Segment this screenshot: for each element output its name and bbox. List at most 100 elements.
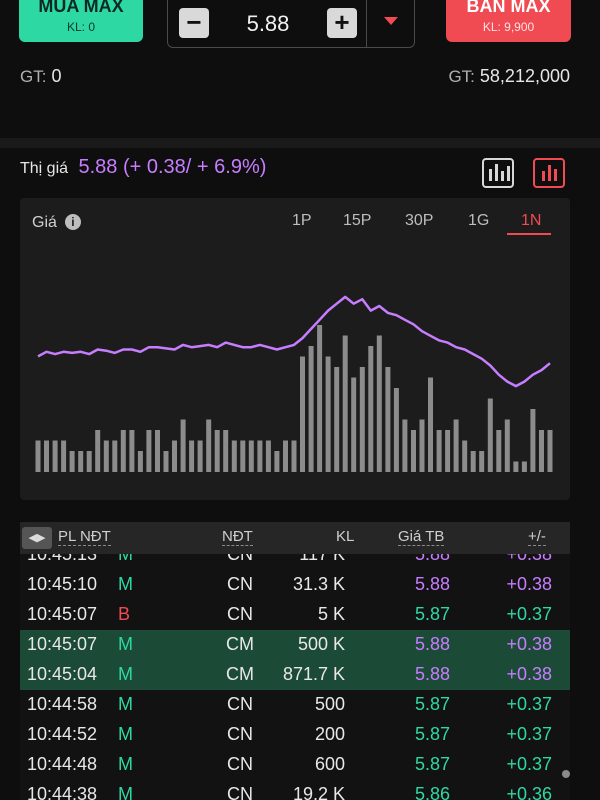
price-stepper: − 5.88 + — [167, 0, 415, 48]
volume-bar — [61, 440, 67, 472]
timeframe-30p[interactable]: 30P — [405, 212, 434, 229]
price-line — [37, 295, 551, 388]
timeframe-1g[interactable]: 1G — [468, 212, 490, 229]
timeframe-1p[interactable]: 1P — [292, 212, 312, 229]
info-icon[interactable]: i — [64, 214, 81, 230]
volume-bar — [172, 440, 177, 472]
row-time: 10:44:48 — [27, 754, 98, 774]
row-type: M — [118, 754, 133, 774]
table-row[interactable]: 10:44:38 M CN 19.2 K 5.86 +0.36 — [20, 780, 570, 800]
row-type: M — [118, 694, 133, 714]
table-row[interactable]: 10:45:07 M CM 500 K 5.88 +0.38 — [20, 630, 570, 660]
timeframe-15p[interactable]: 15P — [343, 212, 372, 229]
buy-max-volume: KL: 0 — [66, 20, 96, 34]
order-panel: MUA MAX KL: 0 − 5.88 + BÁN MAX KL: 9,900… — [0, 0, 600, 138]
row-price: 5.87 — [414, 694, 450, 714]
volume-bar — [146, 430, 152, 472]
volume-bar — [445, 430, 451, 472]
row-investor: CN — [227, 694, 253, 714]
volume-bar — [504, 419, 510, 472]
buy-value-amount: 0 — [51, 66, 62, 86]
row-change: +0.38 — [506, 574, 552, 594]
volume-bar — [436, 430, 442, 472]
caret-down-icon — [384, 17, 398, 25]
row-price: 5.88 — [414, 634, 450, 654]
header-investor-type[interactable]: PL NĐT — [58, 528, 111, 546]
chart-label: Giá i — [32, 214, 81, 232]
volume-bar — [137, 451, 143, 472]
volume-bar — [419, 419, 425, 472]
header-avg-price[interactable]: Giá TB — [398, 528, 445, 546]
header-investor[interactable]: NĐT — [222, 528, 253, 546]
timeframe-1n[interactable]: 1N — [507, 212, 552, 235]
row-type: M — [118, 784, 133, 800]
section-divider — [0, 138, 600, 148]
row-time: 10:44:52 — [27, 724, 98, 744]
table-row[interactable]: 10:44:48 M CN 600 5.87 +0.37 — [20, 750, 570, 780]
table-row[interactable]: 10:44:52 M CN 200 5.87 +0.37 — [20, 720, 570, 750]
row-type: M — [118, 634, 133, 654]
price-input[interactable]: 5.88 — [246, 11, 290, 36]
volume-bar — [521, 461, 527, 472]
buy-value-label: GT: — [20, 67, 47, 86]
increase-price-button[interactable]: + — [327, 8, 357, 38]
row-investor: CM — [226, 664, 254, 684]
row-type: M — [118, 574, 133, 594]
price-type-dropdown[interactable] — [367, 0, 415, 47]
table-row[interactable]: 10:45:04 M CM 871.7 K 5.88 +0.38 — [20, 660, 570, 690]
row-volume: 500 K — [297, 634, 345, 654]
volume-bar — [206, 419, 212, 472]
row-time: 10:44:58 — [27, 694, 98, 714]
row-volume: 5 K — [317, 604, 345, 624]
volume-bar — [180, 419, 186, 472]
row-volume: 31.3 K — [292, 574, 345, 594]
buy-max-button[interactable]: MUA MAX KL: 0 — [19, 0, 143, 42]
scroll-indicator[interactable] — [562, 770, 570, 778]
table-row[interactable]: 10:45:10 M CN 31.3 K 5.88 +0.38 — [20, 570, 570, 600]
volume-bar — [291, 440, 297, 472]
candlestick-chart-icon[interactable] — [482, 158, 514, 188]
market-price-label: Thị giá — [20, 160, 69, 177]
row-volume: 600 — [314, 754, 345, 774]
row-price: 5.87 — [414, 754, 450, 774]
market-price: Thị giá 5.88 (+ 0.38/ + 6.9%) — [20, 156, 266, 179]
volume-bar — [155, 430, 160, 472]
volume-bar — [325, 356, 331, 472]
row-investor: CN — [227, 784, 253, 800]
buy-value: GT: 0 — [20, 66, 61, 87]
row-price: 5.88 — [414, 574, 450, 594]
header-volume[interactable]: KL — [336, 528, 355, 545]
volume-bar — [265, 440, 271, 472]
row-investor: CN — [227, 604, 253, 624]
row-change: +0.37 — [506, 604, 552, 624]
row-price: 5.88 — [414, 664, 450, 684]
volume-bar — [35, 440, 41, 472]
volume-bar — [129, 430, 135, 472]
volume-bar — [95, 430, 101, 472]
bar-chart-icon[interactable] — [533, 158, 565, 188]
row-time: 10:45:07 — [27, 634, 98, 654]
decrease-price-button[interactable]: − — [179, 8, 209, 38]
table-row[interactable]: 10:44:58 M CN 500 5.87 +0.37 — [20, 690, 570, 720]
sell-max-button[interactable]: BÁN MAX KL: 9,900 — [446, 0, 571, 42]
collapse-toggle-icon[interactable]: ◀▶ — [22, 527, 52, 549]
header-change[interactable]: +/- — [528, 528, 546, 546]
buy-max-label: MUA MAX — [38, 0, 124, 16]
row-change: +0.38 — [506, 664, 552, 684]
volume-bar — [393, 388, 399, 472]
market-price-value: 5.88 (+ 0.38/ + 6.9%) — [78, 156, 267, 178]
row-type: M — [118, 724, 133, 744]
volume-bar — [368, 346, 374, 472]
volume-bar — [214, 430, 220, 472]
table-row[interactable]: 10:45:07 B CN 5 K 5.87 +0.37 — [20, 600, 570, 630]
volume-bar — [44, 440, 49, 472]
volume-bar — [120, 430, 126, 472]
volume-bar — [78, 451, 84, 472]
row-change: +0.37 — [506, 754, 552, 774]
volume-bar — [163, 451, 169, 472]
volume-bar — [189, 440, 195, 472]
row-price: 5.86 — [414, 784, 450, 800]
price-volume-chart — [35, 295, 553, 472]
volume-bar — [470, 451, 476, 472]
volume-bar — [334, 367, 340, 472]
